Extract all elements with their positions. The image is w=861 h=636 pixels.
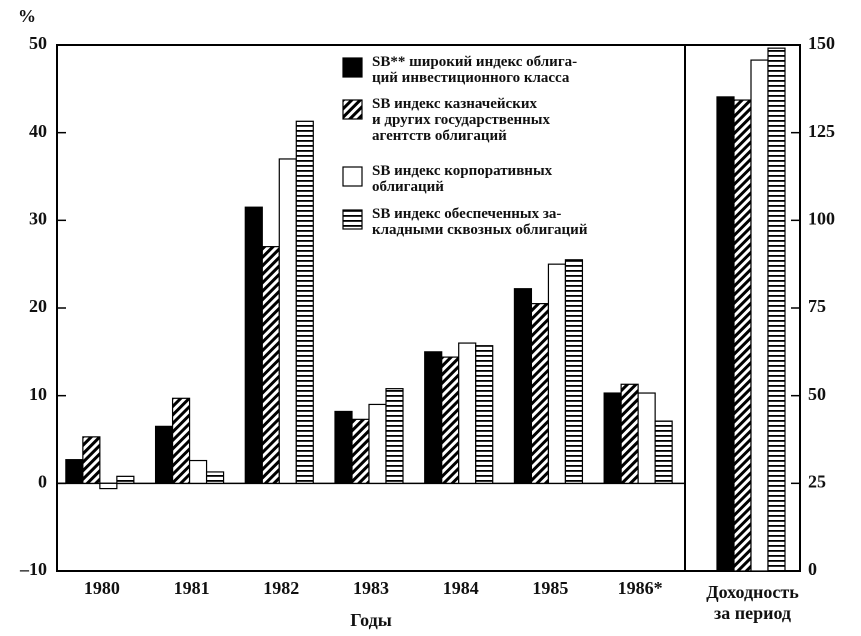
y-tick-label: 20: [29, 296, 47, 316]
bar: [116, 475, 135, 484]
x-tick-label: Доходность за период: [706, 582, 799, 623]
y-tick-label: 40: [29, 121, 47, 141]
bar: [351, 418, 370, 484]
bar: [205, 471, 225, 484]
y2-tick-label: 125: [808, 121, 835, 141]
legend-swatch: [342, 99, 363, 120]
y-tick-label: 10: [29, 384, 47, 404]
y2-tick-label: 75: [808, 296, 826, 316]
bar: [244, 206, 263, 484]
y-tick-label: 50: [29, 33, 47, 53]
bar: [441, 356, 460, 484]
y2-tick-label: 25: [808, 471, 826, 491]
y2-tick-label: 0: [808, 559, 817, 579]
bar: [171, 397, 191, 484]
bar: [65, 459, 84, 484]
bar: [564, 259, 584, 484]
legend-swatch: [342, 209, 363, 230]
bar: [637, 392, 656, 484]
x-axis-title: Годы: [350, 610, 392, 630]
bar: [154, 425, 174, 484]
x-tick-label: 1985: [532, 578, 568, 598]
y2-tick-label: 100: [808, 208, 835, 228]
legend-label: SB** широкий индекс облига- ций инвестиц…: [372, 54, 578, 86]
bar: [716, 96, 735, 572]
legend-label: SB индекс казначейских и других государс…: [372, 96, 550, 144]
y-unit: %: [18, 6, 36, 26]
y-tick-label: 0: [38, 471, 47, 491]
bar: [733, 99, 752, 572]
x-tick-label: 1986*: [618, 578, 663, 598]
bar: [767, 47, 786, 572]
x-tick-label: 1982: [263, 578, 299, 598]
x-tick-label: 1981: [174, 578, 210, 598]
bar: [188, 459, 208, 484]
bar: [603, 392, 622, 484]
x-tick-label: 1980: [84, 578, 120, 598]
bar: [385, 388, 404, 484]
bar: [513, 288, 533, 484]
y2-tick-label: 150: [808, 33, 835, 53]
bar: [424, 351, 443, 484]
bar: [475, 345, 494, 484]
bar: [750, 59, 769, 572]
legend-swatch: [342, 166, 363, 187]
y-tick-label: 30: [29, 208, 47, 228]
legend-swatch: [342, 57, 363, 78]
bar: [295, 120, 314, 484]
bar: [368, 403, 387, 484]
legend-label: SB индекс корпоративных облигаций: [372, 163, 553, 195]
bar: [278, 158, 297, 484]
bar: [261, 246, 280, 484]
bar: [620, 383, 639, 484]
x-tick-label: 1983: [353, 578, 389, 598]
bar: [654, 420, 673, 484]
legend-label: SB индекс обеспеченных за- кладными скво…: [372, 206, 588, 238]
bar: [82, 436, 101, 484]
bar: [99, 482, 118, 490]
bar: [530, 303, 550, 484]
bar: [458, 342, 477, 484]
bar: [547, 263, 567, 484]
bar: [334, 410, 353, 484]
y2-tick-label: 50: [808, 384, 826, 404]
x-tick-label: 1984: [443, 578, 479, 598]
y-tick-label: –10: [19, 559, 47, 579]
